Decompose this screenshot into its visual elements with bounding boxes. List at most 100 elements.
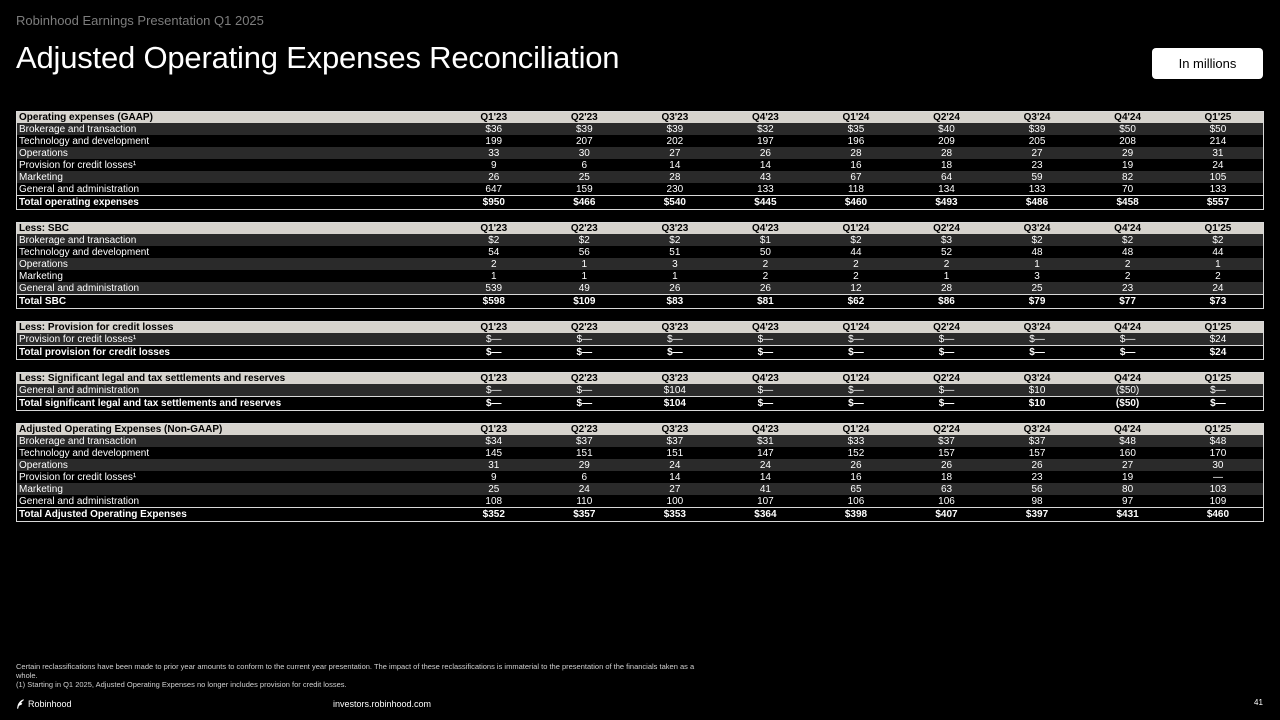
cell-value: 29 [1082,147,1173,159]
footnotes: Certain reclassifications have been made… [16,662,716,689]
cell-value: 41 [720,483,811,495]
cell-value: 19 [1082,159,1173,171]
table-header-row: Less: Provision for credit losses Q1'23 Q2… [16,321,1264,333]
cell-value: 44 [1172,246,1264,258]
cell-value: 70 [1082,183,1173,196]
cell-value: 27 [991,147,1083,159]
total-value: $73 [1172,294,1264,309]
cell-value: 27 [629,147,721,159]
cell-value: $35 [810,123,902,135]
cell-value: 26 [629,282,721,295]
column-header: Q3'24 [991,372,1083,384]
cell-value: 107 [720,495,811,508]
total-row: Total Adjusted Operating Expenses $352 $35… [16,507,1264,522]
cell-value: $2 [991,234,1083,246]
table-row: Technology and development 199 207 202 197 19… [16,135,1264,147]
table-row: General and administration $— $— $104 $— $— $—… [16,384,1264,397]
row-label: Brokerage and transaction [16,123,449,135]
column-header: Q3'24 [991,423,1083,435]
cell-value: — [1172,471,1264,483]
column-header: Q1'25 [1172,222,1264,234]
table-row: Marketing 26 25 28 43 67 64 59 82 105 [16,171,1264,183]
total-value: $493 [901,195,992,210]
table-less-sbc: Less: SBC Q1'23 Q2'23 Q3'23 Q4'23 Q1'24 Q2'24 Q… [16,222,1264,309]
cell-value: 1 [1172,258,1264,270]
cell-value: 1 [539,270,630,282]
total-value: $466 [539,195,630,210]
total-value: ($50) [1082,396,1173,411]
cell-value: 207 [539,135,630,147]
column-header: Q1'24 [810,372,902,384]
total-value: $460 [1172,507,1264,522]
cell-value: 82 [1082,171,1173,183]
cell-value: 18 [901,471,992,483]
row-label: General and administration [16,495,449,508]
column-header: Q1'25 [1172,321,1264,333]
cell-value: 152 [810,447,902,459]
table-row: Brokerage and transaction $34 $37 $37 $31 $33… [16,435,1264,447]
column-header: Q1'25 [1172,423,1264,435]
cell-value: 30 [1172,459,1264,471]
table-row: Provision for credit losses¹ 9 6 14 14 16 18 23… [16,471,1264,483]
cell-value: $36 [448,123,540,135]
total-value: $24 [1172,345,1264,360]
total-value: $431 [1082,507,1173,522]
column-header: Q4'24 [1082,111,1173,123]
total-value: $445 [720,195,811,210]
cell-value: 100 [629,495,721,508]
table-row: Marketing 25 24 27 41 65 63 56 80 103 [16,483,1264,495]
cell-value: $48 [1172,435,1264,447]
table-row: Operations 2 1 3 2 2 2 1 2 1 [16,258,1264,270]
total-value: $407 [901,507,992,522]
table-header-row: Less: Significant legal and tax settleme… [16,372,1264,384]
cell-value: 67 [810,171,902,183]
total-value: $62 [810,294,902,309]
cell-value: 30 [539,147,630,159]
table-header-row: Less: SBC Q1'23 Q2'23 Q3'23 Q4'23 Q1'24 Q2'24 Q… [16,222,1264,234]
cell-value: 151 [629,447,721,459]
row-label: Brokerage and transaction [16,234,449,246]
cell-value: 98 [991,495,1083,508]
cell-value: $— [810,333,902,346]
cell-value: $— [539,384,630,397]
cell-value: 647 [448,183,540,196]
column-header: Q4'23 [720,222,811,234]
table-row: Operations 33 30 27 26 28 28 27 29 31 [16,147,1264,159]
cell-value: 3 [629,258,721,270]
investor-url[interactable]: investors.robinhood.com [333,699,432,709]
row-label: Brokerage and transaction [16,435,449,447]
cell-value: 134 [901,183,992,196]
cell-value: $— [448,384,540,397]
cell-value: 2 [810,258,902,270]
cell-value: 196 [810,135,902,147]
cell-value: 118 [810,183,902,196]
cell-value: 23 [1082,282,1173,295]
column-header: Q1'23 [448,372,540,384]
table-less-significant-legal-and-tax-settlements-and-reserves: Less: Significant legal and tax settleme… [16,372,1264,411]
row-label: Operations [16,258,449,270]
row-label: General and administration [16,282,449,295]
cell-value: 63 [901,483,992,495]
column-header: Q3'24 [991,111,1083,123]
cell-value: 157 [991,447,1083,459]
cell-value: $2 [1082,234,1173,246]
cell-value: $40 [901,123,992,135]
cell-value: 51 [629,246,721,258]
cell-value: 27 [1082,459,1173,471]
cell-value: 109 [1172,495,1264,508]
cell-value: 26 [991,459,1083,471]
total-value: $— [901,396,992,411]
column-header: Q3'24 [991,321,1083,333]
column-header: Q1'23 [448,321,540,333]
row-label: Marketing [16,270,449,282]
cell-value: 14 [629,159,721,171]
column-header: Q1'23 [448,423,540,435]
cell-value: 19 [1082,471,1173,483]
cell-value: 9 [448,471,540,483]
cell-value: $— [810,384,902,397]
brand-name: Robinhood [28,699,72,709]
cell-value: 1 [448,270,540,282]
cell-value: 160 [1082,447,1173,459]
total-value: $— [539,345,630,360]
column-header: Q4'23 [720,372,811,384]
